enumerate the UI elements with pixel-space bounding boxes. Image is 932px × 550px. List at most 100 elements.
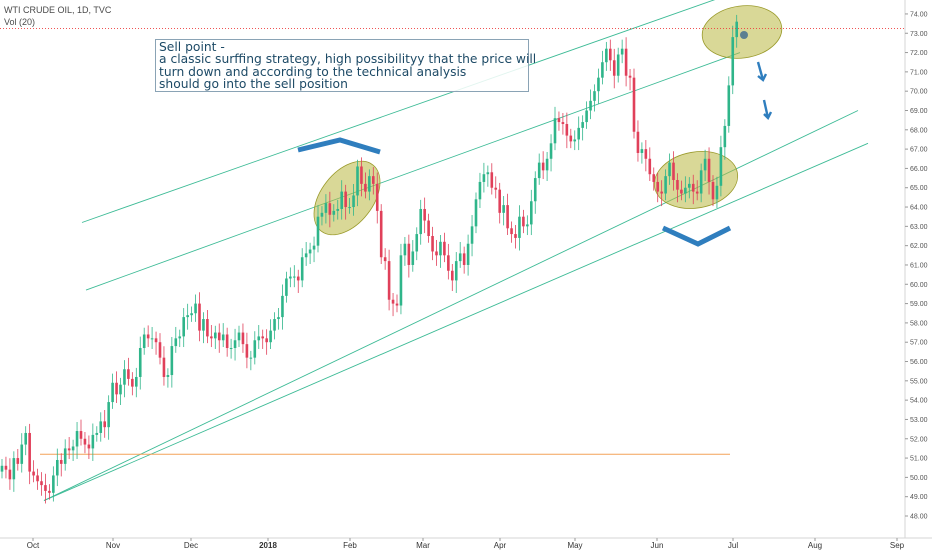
y-tick-label: 53.00 bbox=[910, 417, 928, 424]
candle bbox=[711, 175, 715, 207]
candle bbox=[277, 308, 280, 330]
candle-body bbox=[597, 77, 600, 92]
candle-body bbox=[533, 178, 537, 202]
candle bbox=[241, 323, 245, 353]
candle bbox=[182, 308, 185, 348]
candle-body bbox=[569, 135, 573, 142]
resistance-chevron-marker bbox=[297, 137, 381, 155]
candle-body bbox=[368, 176, 371, 192]
candle bbox=[640, 142, 644, 164]
annotation-line: a classic surffing strategy, high possib… bbox=[159, 52, 537, 67]
candle bbox=[225, 327, 229, 357]
candle-body bbox=[727, 85, 731, 126]
candle-body bbox=[518, 216, 521, 238]
candle bbox=[83, 432, 87, 454]
candle-body bbox=[711, 181, 715, 200]
candle-body bbox=[458, 253, 462, 262]
candle bbox=[32, 460, 35, 483]
candle bbox=[245, 332, 249, 369]
candle-body bbox=[723, 125, 727, 148]
candle bbox=[652, 167, 656, 191]
candle bbox=[249, 350, 253, 371]
y-tick-label: 63.00 bbox=[910, 224, 928, 231]
y-axis[interactable]: 48.00 49.00 50.00 51.00 52.00 53.00 54.00 55.00… bbox=[904, 0, 932, 538]
candle bbox=[44, 473, 47, 504]
candle-body bbox=[502, 205, 505, 213]
candle bbox=[364, 172, 367, 199]
candle-body bbox=[348, 207, 351, 209]
candle-body bbox=[648, 158, 652, 175]
candle-body bbox=[664, 176, 667, 194]
annotation-text-box[interactable]: Sell point - a classic surffing strategy… bbox=[155, 39, 537, 92]
x-tick-label: 2018 bbox=[259, 541, 277, 550]
candle-body bbox=[44, 485, 47, 491]
candle bbox=[324, 194, 328, 224]
down-arrow-marker bbox=[762, 99, 770, 119]
y-tick-label: 64.00 bbox=[910, 205, 928, 212]
candle bbox=[474, 192, 478, 234]
candle-body bbox=[332, 210, 336, 215]
candle-body bbox=[545, 158, 549, 171]
candle-body bbox=[356, 166, 359, 196]
candle bbox=[541, 151, 545, 180]
candle bbox=[91, 423, 95, 461]
candle-body bbox=[206, 319, 209, 337]
candle bbox=[387, 249, 391, 311]
candle bbox=[253, 331, 257, 365]
candle-body bbox=[127, 369, 130, 379]
candle-body bbox=[612, 60, 616, 76]
y-tick-label: 73.00 bbox=[910, 31, 928, 38]
candle-body bbox=[229, 348, 233, 350]
x-tick-label: Jul bbox=[728, 541, 738, 550]
y-tick-label: 55.00 bbox=[910, 378, 928, 385]
candle-body bbox=[178, 336, 182, 339]
candle-body bbox=[340, 191, 343, 209]
candle-body bbox=[478, 181, 482, 200]
candle-body bbox=[273, 319, 276, 331]
candle bbox=[269, 319, 272, 349]
candle bbox=[344, 184, 347, 220]
candle bbox=[178, 329, 182, 348]
y-tick-label: 52.00 bbox=[910, 436, 928, 443]
candle-body bbox=[486, 172, 490, 175]
candle bbox=[703, 149, 707, 181]
candle bbox=[146, 325, 150, 348]
candle-body bbox=[296, 276, 300, 281]
candle-body bbox=[691, 183, 695, 192]
candle bbox=[131, 372, 134, 396]
candle-body bbox=[454, 261, 458, 281]
candle-body bbox=[79, 431, 83, 439]
candle-body bbox=[577, 127, 580, 140]
candle bbox=[316, 205, 320, 253]
y-tick-label: 74.00 bbox=[910, 11, 928, 18]
candle bbox=[620, 39, 624, 64]
candle-body bbox=[451, 270, 454, 281]
channel-line bbox=[43, 142, 869, 501]
x-axis[interactable]: Oct Nov Dec 2018 Feb Mar Apr May Jun Jul Aug Sep bbox=[0, 537, 932, 550]
candle bbox=[198, 292, 201, 342]
candle-body bbox=[372, 176, 375, 184]
candle-body bbox=[103, 421, 106, 428]
y-tick-label: 71.00 bbox=[910, 69, 928, 76]
candle-body bbox=[474, 199, 478, 227]
y-tick-label: 61.00 bbox=[910, 262, 928, 269]
candle-body bbox=[435, 251, 438, 256]
chart-title: WTI CRUDE OIL, 1D, TVC bbox=[4, 5, 112, 15]
candle-body bbox=[261, 336, 264, 339]
y-axis-background bbox=[905, 0, 932, 538]
candle-body bbox=[553, 118, 557, 144]
candle-body bbox=[131, 378, 134, 387]
candle-body bbox=[735, 21, 738, 38]
candle bbox=[707, 147, 711, 195]
candle bbox=[605, 41, 608, 71]
direction-markers bbox=[297, 31, 773, 247]
candle-body bbox=[166, 375, 170, 377]
volume-indicator-label[interactable]: Vol (20) bbox=[4, 17, 36, 27]
candle-body bbox=[107, 402, 110, 428]
candle bbox=[695, 180, 699, 201]
candle-body bbox=[470, 226, 474, 244]
candle-body bbox=[253, 340, 257, 358]
candle-body bbox=[32, 471, 35, 476]
candle-body bbox=[202, 319, 205, 331]
